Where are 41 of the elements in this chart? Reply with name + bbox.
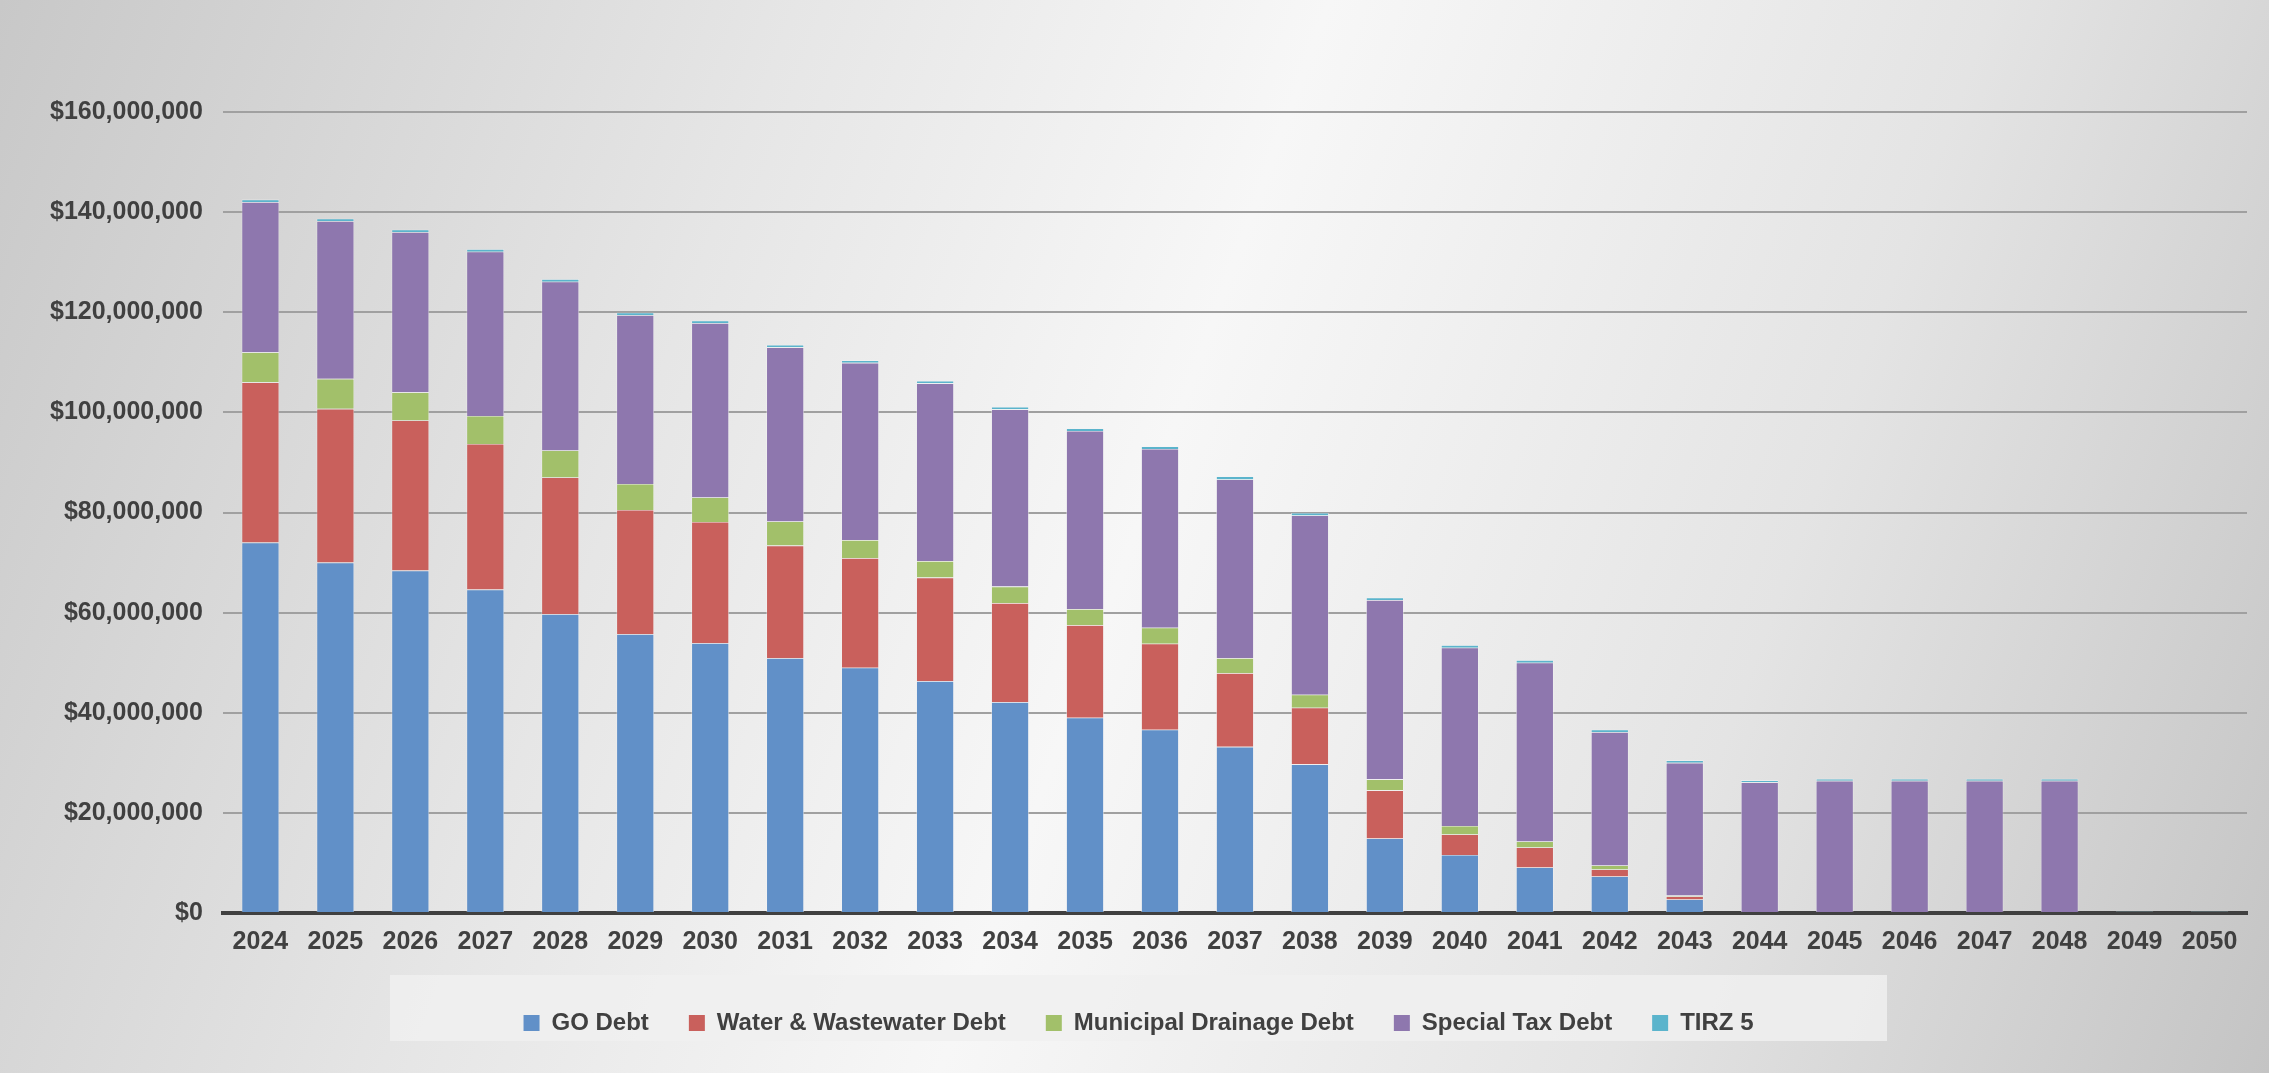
x-tick-label: 2032	[832, 925, 888, 954]
x-tick-label: 2049	[2106, 925, 2163, 954]
x-tick-label: 2024	[232, 925, 289, 954]
x-tick-label: 2026	[382, 925, 439, 954]
y-tick-label: $0	[175, 896, 203, 925]
legend-label: Municipal Drainage Debt	[1073, 1007, 1354, 1035]
y-tick-label: $160,000,000	[49, 95, 203, 124]
x-tick-label: 2045	[1806, 925, 1863, 954]
x-tick-label: 2033	[907, 925, 963, 954]
y-tick-label: $120,000,000	[49, 296, 203, 325]
x-tick-label: 2038	[1282, 925, 1338, 954]
y-tick-label: $140,000,000	[49, 196, 203, 225]
x-tick-label: 2036	[1132, 925, 1188, 954]
x-tick-label: 2039	[1357, 925, 1413, 954]
x-tick-label: 2044	[1731, 925, 1788, 954]
x-tick-label: 2040	[1432, 925, 1488, 954]
legend-label: Special Tax Debt	[1421, 1007, 1613, 1035]
x-tick-label: 2025	[307, 925, 364, 954]
y-tick-label: $80,000,000	[63, 496, 203, 525]
x-tick-label: 2028	[532, 925, 589, 954]
y-tick-label: $40,000,000	[63, 696, 203, 725]
x-tick-label: 2046	[1881, 925, 1938, 954]
y-tick-label: $20,000,000	[63, 796, 203, 825]
x-tick-label: 2050	[2181, 925, 2238, 954]
legend-label: Water & Wastewater Debt	[716, 1007, 1006, 1035]
legend-label: TIRZ 5	[1680, 1007, 1754, 1035]
x-tick-label: 2047	[1956, 925, 2013, 954]
x-tick-label: 2042	[1581, 925, 1638, 954]
x-tick-label: 2027	[457, 925, 514, 954]
x-tick-label: 2034	[982, 925, 1038, 954]
x-tick-label: 2030	[682, 925, 739, 954]
legend-label: GO Debt	[551, 1007, 649, 1035]
x-tick-label: 2029	[607, 925, 664, 954]
x-tick-label: 2043	[1656, 925, 1713, 954]
x-tick-label: 2031	[757, 925, 814, 954]
y-tick-label: $60,000,000	[63, 596, 203, 625]
y-tick-label: $100,000,000	[49, 396, 203, 425]
x-tick-label: 2035	[1057, 925, 1113, 954]
x-tick-label: 2048	[2031, 925, 2088, 954]
x-tick-label: 2041	[1507, 925, 1563, 954]
x-tick-label: 2037	[1207, 925, 1263, 954]
